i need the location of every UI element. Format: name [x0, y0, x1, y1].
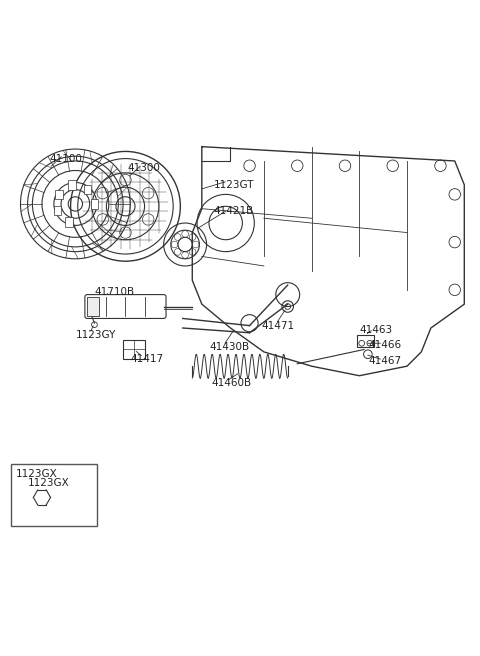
Bar — [84, 184, 92, 194]
Text: 41300: 41300 — [128, 163, 161, 173]
Bar — [91, 199, 98, 209]
Bar — [123, 340, 144, 359]
Bar — [68, 180, 76, 190]
Text: 1123GT: 1123GT — [214, 180, 254, 190]
Text: 41471: 41471 — [262, 321, 295, 331]
Text: 41430B: 41430B — [209, 342, 249, 352]
Text: 41466: 41466 — [369, 340, 402, 350]
Bar — [357, 335, 373, 347]
Text: 41417: 41417 — [130, 354, 163, 364]
Text: 41710B: 41710B — [95, 287, 134, 297]
Text: 1123GX: 1123GX — [28, 478, 70, 488]
Text: 41100: 41100 — [49, 154, 82, 163]
Text: 41463: 41463 — [360, 325, 393, 335]
Text: 41460B: 41460B — [211, 378, 252, 388]
Bar — [54, 206, 61, 215]
Bar — [55, 190, 63, 199]
Text: 1123GX: 1123GX — [16, 469, 58, 479]
FancyBboxPatch shape — [85, 295, 166, 318]
Text: 1123GY: 1123GY — [75, 330, 116, 340]
Bar — [65, 217, 72, 226]
Bar — [11, 464, 97, 526]
Bar — [87, 297, 99, 316]
Text: 41467: 41467 — [369, 356, 402, 367]
Text: 41421B: 41421B — [214, 206, 254, 216]
